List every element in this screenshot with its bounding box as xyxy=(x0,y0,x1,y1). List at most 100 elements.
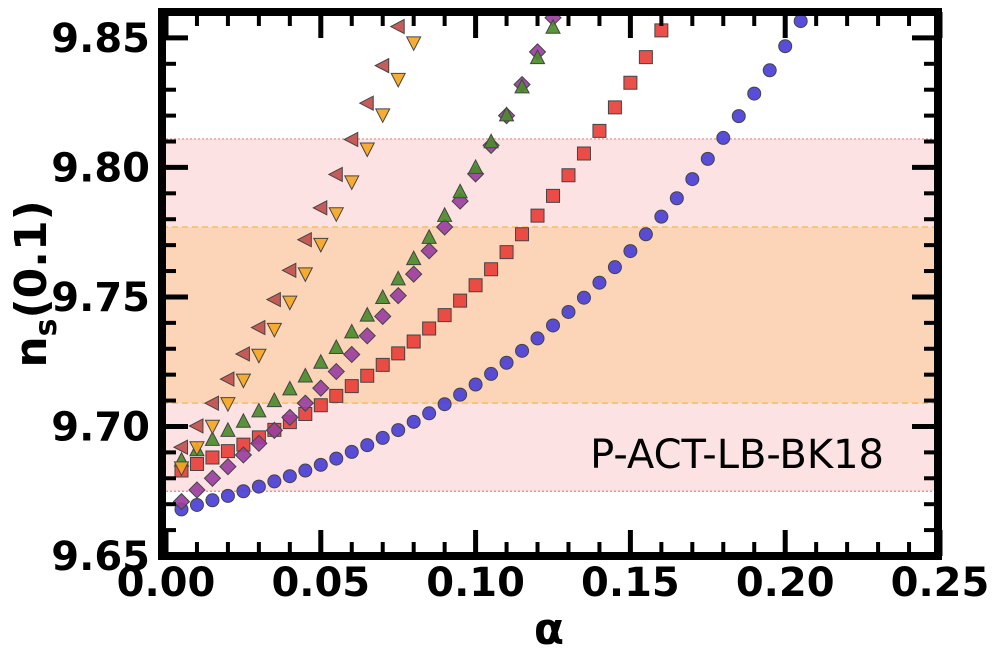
point-diamonds xyxy=(281,408,299,427)
point-diamonds xyxy=(203,469,222,487)
point-circles xyxy=(561,304,576,319)
point-down-triangles xyxy=(312,237,329,253)
point-down-triangles xyxy=(390,72,407,88)
point-squares xyxy=(406,334,421,349)
point-squares xyxy=(375,357,390,372)
point-up-triangles xyxy=(343,323,360,339)
point-circles xyxy=(220,488,235,503)
series-down-triangles xyxy=(173,12,430,477)
point-circles xyxy=(700,151,715,166)
point-left-triangles xyxy=(265,291,281,308)
point-left-triangles xyxy=(219,371,235,387)
series-squares xyxy=(174,23,669,478)
point-down-triangles xyxy=(189,441,205,457)
point-left-triangles xyxy=(312,200,328,216)
point-squares xyxy=(468,278,483,293)
point-up-triangles xyxy=(467,158,484,174)
point-left-triangles xyxy=(172,439,188,456)
point-diamonds xyxy=(404,265,423,283)
point-diamonds xyxy=(389,286,407,305)
point-squares xyxy=(422,321,437,336)
point-circles xyxy=(251,479,266,494)
series-circles xyxy=(174,0,823,517)
point-circles xyxy=(793,14,808,29)
point-left-triangles xyxy=(281,262,297,279)
point-down-triangles xyxy=(359,142,376,158)
point-up-triangles xyxy=(359,306,376,322)
point-down-triangles xyxy=(204,419,221,435)
point-left-triangles xyxy=(188,418,204,434)
point-squares xyxy=(499,245,514,260)
x-tick-label: 0.10 xyxy=(426,560,525,606)
point-left-triangles xyxy=(327,166,343,183)
point-diamonds xyxy=(234,446,253,464)
point-circles xyxy=(546,318,560,333)
point-circles xyxy=(731,109,746,124)
point-squares xyxy=(205,450,220,465)
point-down-triangles xyxy=(405,36,422,52)
point-up-triangles xyxy=(374,288,391,304)
point-up-triangles xyxy=(421,228,437,244)
x-tick-label: 0.15 xyxy=(581,560,680,606)
point-left-triangles xyxy=(343,131,359,148)
point-squares xyxy=(437,308,452,323)
series-left-triangles xyxy=(172,18,405,456)
point-circles xyxy=(747,86,762,101)
point-up-triangles xyxy=(220,421,236,437)
point-diamonds xyxy=(250,434,268,453)
point-up-triangles xyxy=(328,338,345,354)
point-up-triangles xyxy=(251,402,267,418)
point-circles xyxy=(468,377,483,392)
point-squares xyxy=(592,123,607,138)
point-up-triangles xyxy=(498,106,515,122)
point-down-triangles xyxy=(374,108,391,124)
point-circles xyxy=(344,444,359,459)
y-axis-label-rest: (0.1) xyxy=(6,200,57,318)
point-circles xyxy=(778,39,793,54)
point-circles xyxy=(638,227,653,242)
point-down-triangles xyxy=(235,373,252,389)
point-left-triangles xyxy=(389,18,405,35)
point-circles xyxy=(375,430,390,445)
svg-text:ns(0.1): ns(0.1) xyxy=(6,200,64,367)
point-diamonds xyxy=(327,362,345,381)
x-tick-label: 0.05 xyxy=(271,560,370,606)
point-diamonds xyxy=(265,421,284,440)
point-circles xyxy=(810,0,823,2)
point-circles xyxy=(654,209,669,224)
point-left-triangles xyxy=(296,231,312,248)
point-squares xyxy=(391,346,406,361)
point-up-triangles xyxy=(390,270,407,286)
point-up-triangles xyxy=(483,133,499,149)
point-circles xyxy=(422,406,437,421)
point-squares xyxy=(654,23,669,38)
x-tick-label: 0.25 xyxy=(891,560,990,606)
point-up-triangles xyxy=(561,0,575,1)
point-circles xyxy=(360,438,375,453)
point-squares xyxy=(623,75,638,90)
point-squares xyxy=(189,457,204,472)
point-circles xyxy=(762,63,777,78)
point-down-triangles xyxy=(220,397,236,413)
point-diamonds xyxy=(188,481,206,499)
point-left-triangles xyxy=(234,346,250,362)
point-circles xyxy=(607,260,622,275)
point-circles xyxy=(499,355,514,370)
point-circles xyxy=(530,331,545,346)
x-tick-label: 0.20 xyxy=(736,560,835,606)
point-circles xyxy=(453,387,468,402)
point-circles xyxy=(437,397,452,412)
point-diamonds xyxy=(358,327,376,345)
point-down-triangles xyxy=(173,461,190,477)
point-squares xyxy=(561,168,576,183)
point-circles xyxy=(189,497,204,512)
point-up-triangles xyxy=(545,18,561,34)
x-tick-label: 0.00 xyxy=(117,560,216,606)
point-squares xyxy=(329,388,344,403)
point-down-triangles xyxy=(266,322,283,338)
point-up-triangles xyxy=(514,78,530,94)
point-circles xyxy=(282,469,297,484)
point-down-triangles xyxy=(328,207,345,223)
y-tick-label: 9.80 xyxy=(51,145,150,191)
